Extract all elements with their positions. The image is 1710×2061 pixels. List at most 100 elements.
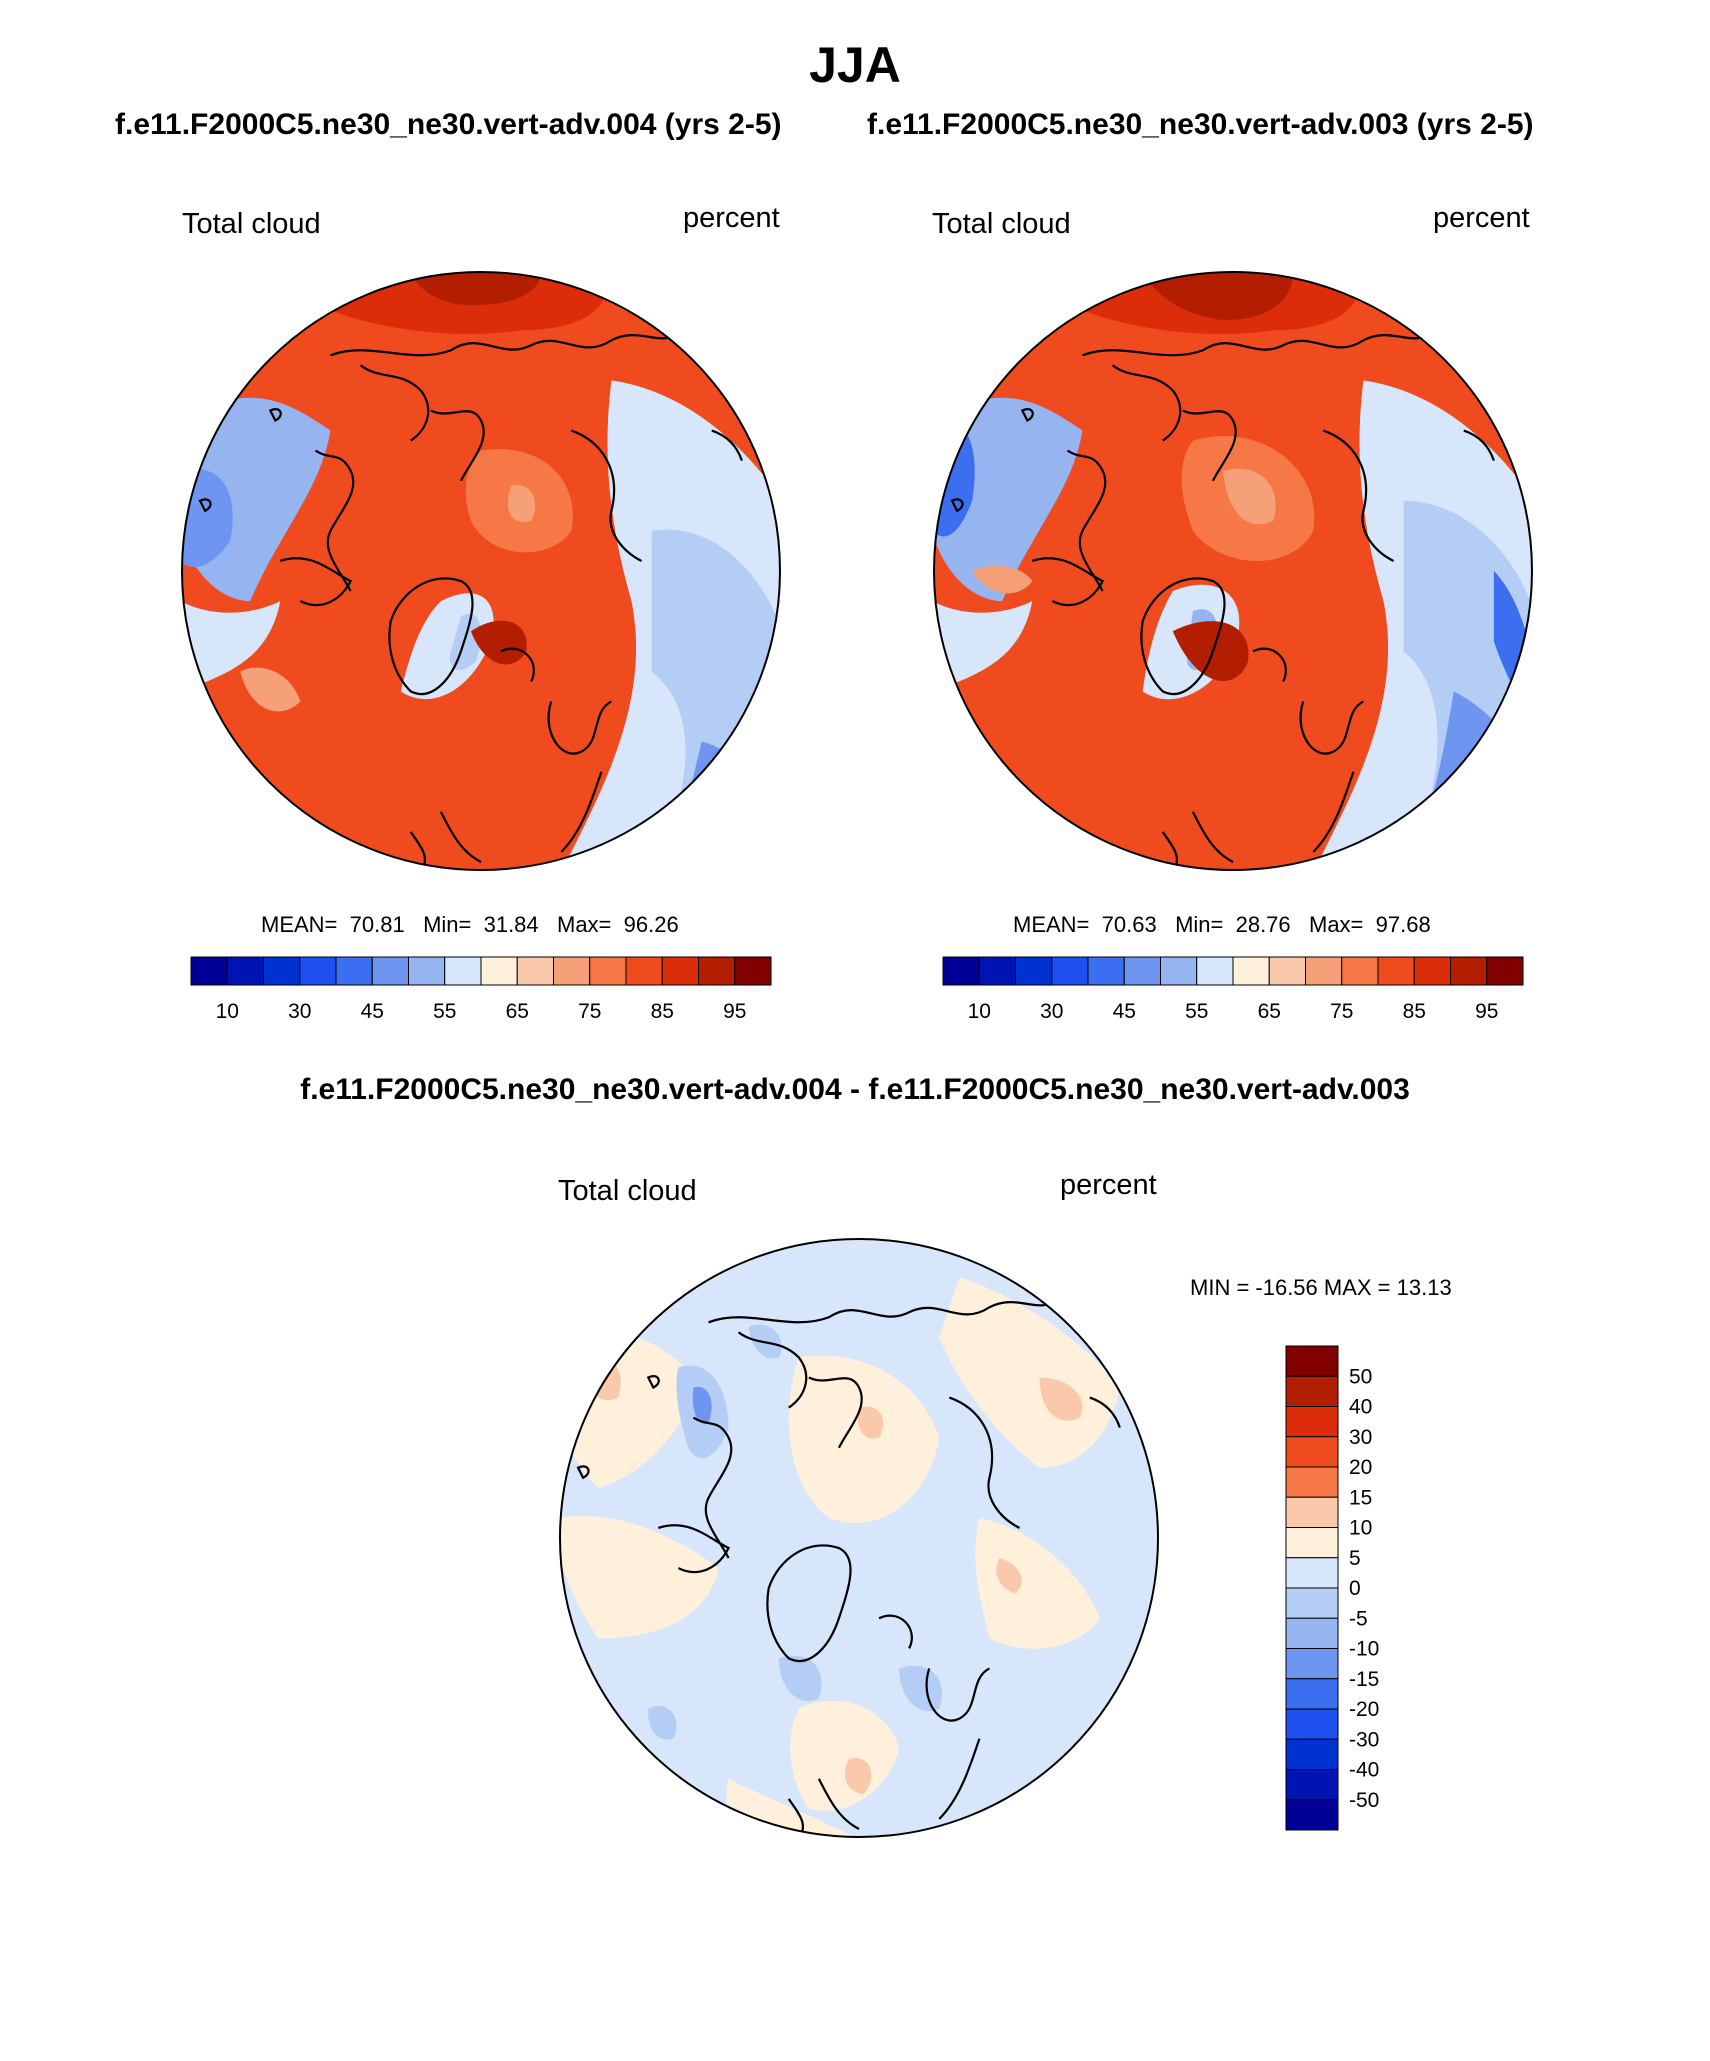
colorbar-diff-swatch: [1285, 1617, 1339, 1649]
colorbar-diff-tick-label: 10: [1349, 1517, 1372, 1540]
map-panel-1: [181, 271, 781, 871]
colorbar2-tick-label: 55: [1185, 1000, 1208, 1023]
coastline-outline-icon: [198, 329, 743, 870]
panel1-stats: MEAN= 70.81 Min= 31.84 Max= 96.26: [261, 912, 679, 938]
panel1-min-label: Min=: [423, 912, 472, 937]
colorbar1-swatch: [589, 956, 627, 986]
colorbar1-swatch: [444, 956, 482, 986]
panel1-units-label: percent: [683, 202, 780, 234]
panel2-units-label: percent: [1433, 202, 1530, 234]
colorbar-diff-tick-label: 15: [1349, 1486, 1372, 1509]
colorbar2-tick-label: 95: [1475, 1000, 1498, 1023]
panel1-mean-value: 70.81: [349, 912, 405, 937]
colorbar2-swatch: [1413, 956, 1451, 986]
colorbar2-swatch: [1232, 956, 1270, 986]
panel3-stats: MIN = -16.56 MAX = 13.13: [1190, 1275, 1452, 1300]
colorbar-diff-swatch: [1285, 1436, 1339, 1468]
colorbar1-swatch: [299, 956, 337, 986]
colorbar-diff-swatch: [1285, 1708, 1339, 1740]
colorbar1-tick-label: 65: [506, 1000, 529, 1023]
colorbar2-tick-label: 10: [968, 1000, 991, 1023]
panel2-stats: MEAN= 70.63 Min= 28.76 Max= 97.68: [1013, 912, 1431, 938]
colorbar2-swatch: [1196, 956, 1234, 986]
colorbar1-tick-label: 75: [578, 1000, 601, 1023]
panel2-max-value: 97.68: [1375, 912, 1431, 937]
colorbar2-tick-label: 65: [1258, 1000, 1281, 1023]
colorbar1-swatch: [553, 956, 591, 986]
colorbar-diff-tick-label: 50: [1349, 1365, 1372, 1388]
colorbar-diff-tick-label: -5: [1349, 1607, 1368, 1630]
colorbar2-swatch: [1450, 956, 1488, 986]
map-panel-2: [933, 271, 1533, 871]
colorbar2-swatch: [1087, 956, 1125, 986]
colorbar-panel-2: 10 30 45 55 65 75 85 95: [942, 956, 1524, 1023]
colorbar1-swatch: [734, 956, 772, 986]
panel2-variable-label: Total cloud: [932, 208, 1071, 240]
colorbar1-swatch: [408, 956, 446, 986]
colorbar-diff-swatch: [1285, 1466, 1339, 1498]
colorbar2-swatch: [1341, 956, 1379, 986]
colorbar-panel-1: 10 30 45 55 65 75 85 95: [190, 956, 772, 1023]
colorbar-diff-swatch: [1285, 1557, 1339, 1589]
colorbar1-tick-label: 95: [723, 1000, 746, 1023]
colorbar-diff-swatch: [1285, 1527, 1339, 1559]
colorbar2-swatch: [942, 956, 980, 986]
coastline-outline-icon-3: [576, 1296, 1121, 1837]
colorbar2-tick-label: 85: [1403, 1000, 1426, 1023]
colorbar-diff-swatch: [1285, 1738, 1339, 1770]
colorbar2-swatch: [1123, 956, 1161, 986]
panel2-min-value: 28.76: [1235, 912, 1291, 937]
colorbar-diff-swatch: [1285, 1799, 1339, 1831]
panel2-mean-label: MEAN=: [1013, 912, 1090, 937]
colorbar1-tick-label: 10: [216, 1000, 239, 1023]
panel2-max-label: Max=: [1309, 912, 1364, 937]
panel3-variable-label: Total cloud: [558, 1175, 697, 1207]
panel2-mean-value: 70.63: [1101, 912, 1157, 937]
colorbar2-swatch: [1486, 956, 1524, 986]
colorbar-diff-swatch: [1285, 1406, 1339, 1438]
colorbar1-swatch: [698, 956, 736, 986]
colorbar-diff-swatch: [1285, 1678, 1339, 1710]
colorbar2-tick-label: 30: [1040, 1000, 1063, 1023]
panel1-max-value: 96.26: [623, 912, 679, 937]
panel1-variable-label: Total cloud: [182, 208, 321, 240]
colorbar2-swatch: [1377, 956, 1415, 986]
colorbar1-tick-label: 55: [433, 1000, 456, 1023]
colorbar2-swatch: [1268, 956, 1306, 986]
colorbar-diff-tick-label: 40: [1349, 1396, 1372, 1419]
diff-title: f.e11.F2000C5.ne30_ne30.vert-adv.004 - f…: [300, 1073, 1410, 1106]
colorbar-diff-tick-label: 5: [1349, 1547, 1361, 1570]
colorbar-diff-tick-label: 30: [1349, 1426, 1372, 1449]
colorbar1-swatch: [263, 956, 301, 986]
colorbar-diff-tick-label: -30: [1349, 1728, 1379, 1751]
colorbar1-swatch: [335, 956, 373, 986]
panel1-max-label: Max=: [557, 912, 612, 937]
colorbar-diff-tick-label: -40: [1349, 1759, 1379, 1782]
colorbar-diff-swatch: [1285, 1769, 1339, 1801]
colorbar-diff-tick-label: -15: [1349, 1668, 1379, 1691]
panel1-mean-label: MEAN=: [261, 912, 338, 937]
colorbar1-swatch: [516, 956, 554, 986]
colorbar1-swatch: [226, 956, 264, 986]
colorbar1-swatch: [625, 956, 663, 986]
colorbar-diff-swatch: [1285, 1345, 1339, 1377]
colorbar-diff-tick-label: -20: [1349, 1698, 1379, 1721]
map-panel-3: [559, 1238, 1159, 1838]
coastline-outline-icon-2: [950, 329, 1495, 870]
colorbar2-swatch: [1051, 956, 1089, 986]
colorbar2-tick-label: 75: [1330, 1000, 1353, 1023]
colorbar1-swatch: [371, 956, 409, 986]
colorbar-diff-tick-label: 20: [1349, 1456, 1372, 1479]
panel3-units-label: percent: [1060, 1169, 1157, 1201]
panel1-min-value: 31.84: [483, 912, 539, 937]
colorbar2-swatch: [1160, 956, 1198, 986]
colorbar1-tick-label: 85: [651, 1000, 674, 1023]
colorbar-diff-tick-label: -10: [1349, 1638, 1379, 1661]
colorbar-diff-swatch: [1285, 1375, 1339, 1407]
colorbar-diff-swatch: [1285, 1648, 1339, 1680]
colorbar1-swatch: [661, 956, 699, 986]
colorbar2-tick-label: 45: [1113, 1000, 1136, 1023]
case2-title: f.e11.F2000C5.ne30_ne30.vert-adv.003 (yr…: [867, 108, 1534, 141]
colorbar2-swatch: [1015, 956, 1053, 986]
